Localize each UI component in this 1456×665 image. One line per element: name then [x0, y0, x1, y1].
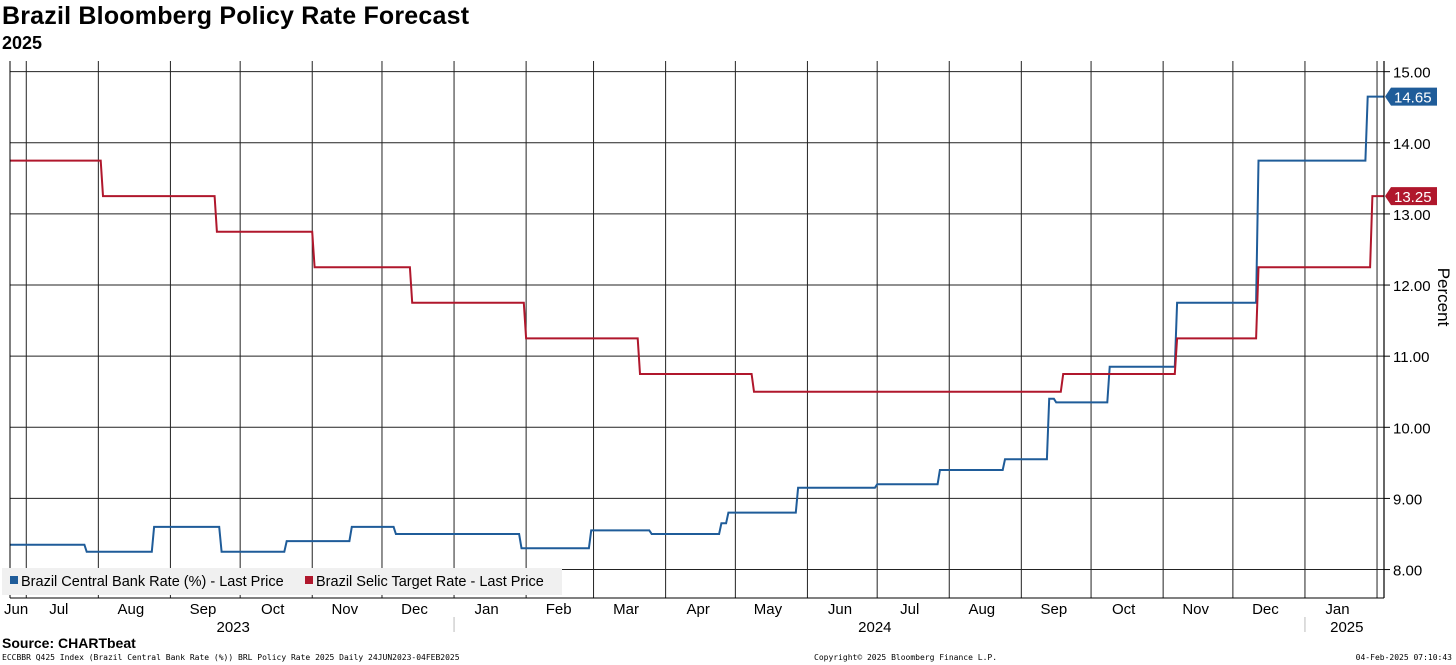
x-tick-label: Nov [331, 601, 358, 618]
footer-timestamp: 04-Feb-2025 07:10:43 [1355, 653, 1452, 662]
y-axis-label: Percent [1434, 268, 1453, 327]
x-tick-label: Oct [261, 601, 285, 618]
x-tick-label: Jan [475, 601, 499, 618]
legend-label: Brazil Selic Target Rate - Last Price [316, 574, 544, 590]
x-tick-label: Dec [401, 601, 428, 618]
x-tick-label: Dec [1252, 601, 1279, 618]
y-tick-label: 12.00 [1393, 278, 1431, 295]
x-year-label: 2025 [1330, 619, 1363, 632]
legend-background [2, 568, 562, 595]
chart-legend: Brazil Central Bank Rate (%) - Last Pric… [2, 568, 562, 595]
last-value-tag [1385, 87, 1437, 106]
x-tick-label: Nov [1182, 601, 1209, 618]
x-tick-label: May [754, 601, 783, 618]
legend-label: Brazil Central Bank Rate (%) - Last Pric… [21, 574, 284, 590]
y-tick-label: 11.00 [1393, 349, 1429, 366]
line-chart: 15.00 14.00 13.00 12.00 11.00 10.00 9.00 8.00 Pe… [2, 61, 1453, 632]
x-tick-label: Apr [686, 601, 709, 618]
x-tick-label: Jan [1325, 601, 1349, 618]
x-tick-label: Aug [118, 601, 145, 618]
x-tick-label: Jul [900, 601, 919, 618]
y-tick-label: 14.00 [1393, 136, 1431, 153]
y-tick-label: 10.00 [1393, 420, 1431, 437]
x-tick-label: Sep [1041, 601, 1068, 618]
x-tick-label: Aug [968, 601, 995, 618]
y-tick-label: 8.00 [1393, 563, 1422, 580]
legend-swatch [305, 576, 313, 584]
footer-copyright: Copyright© 2025 Bloomberg Finance L.P. [814, 653, 998, 662]
chart-series [10, 95, 1384, 553]
x-tick-label: Feb [546, 601, 572, 618]
legend-swatch [10, 576, 18, 584]
x-tick-label: Jun [828, 601, 852, 618]
x-year-label: 2023 [217, 619, 250, 632]
chart-title: Brazil Bloomberg Policy Rate Forecast [2, 2, 470, 30]
last-value-tag [1385, 187, 1437, 206]
x-tick-label: Jul [49, 601, 68, 618]
source-note: Source: CHARTbeat [2, 635, 136, 651]
last-value-label: 13.25 [1394, 189, 1432, 206]
y-tick-label: 15.00 [1393, 65, 1431, 82]
last-value-label: 14.65 [1394, 90, 1432, 107]
y-tick-label: 9.00 [1393, 491, 1422, 508]
chart-subtitle: 2025 [2, 33, 43, 53]
y-tick-label: 13.00 [1393, 207, 1431, 224]
x-tick-label: Oct [1112, 601, 1136, 618]
series-line-selic-target-rate [10, 159, 1384, 393]
x-tick-label: Sep [190, 601, 217, 618]
series-line-central-bank-rate [10, 95, 1384, 553]
x-year-label: 2024 [858, 619, 891, 632]
grid-lines [10, 61, 1384, 598]
footer-ticker-info: ECCBBR Q425 Index (Brazil Central Bank R… [2, 653, 460, 662]
chart-axes: 15.00 14.00 13.00 12.00 11.00 10.00 9.00 8.00 Pe… [4, 61, 1453, 632]
x-tick-label: Mar [613, 601, 639, 618]
x-tick-label: Jun [4, 601, 28, 618]
